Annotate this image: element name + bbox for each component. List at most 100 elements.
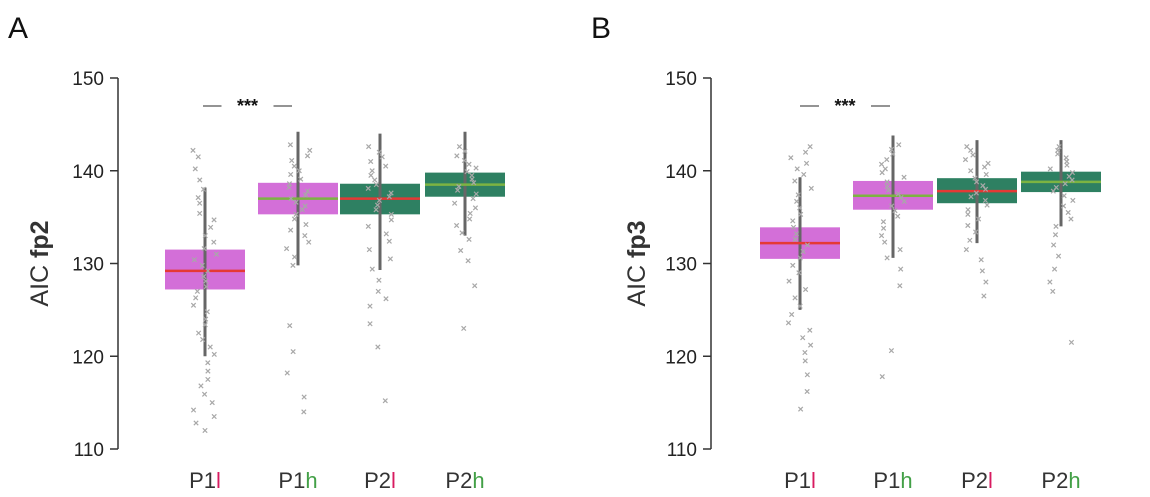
data-point xyxy=(191,257,198,263)
box-group-1 xyxy=(760,144,840,412)
data-point xyxy=(288,227,294,233)
data-point xyxy=(286,184,292,191)
data-point xyxy=(1047,279,1053,285)
data-point xyxy=(1068,216,1074,222)
data-point xyxy=(368,158,374,165)
significance-marker: *** xyxy=(203,96,292,116)
data-point xyxy=(207,344,213,350)
data-point xyxy=(388,190,394,196)
box-group-3 xyxy=(340,133,420,404)
data-point xyxy=(459,230,465,236)
data-point xyxy=(983,171,989,178)
box-group-4 xyxy=(425,131,505,332)
y-tick-label: 130 xyxy=(72,255,104,276)
data-point xyxy=(197,177,203,183)
data-point xyxy=(302,192,309,198)
data-point xyxy=(1062,181,1068,187)
data-point xyxy=(1056,144,1062,150)
data-point xyxy=(798,211,804,217)
data-point xyxy=(885,187,891,193)
data-point xyxy=(1065,209,1071,216)
y-axis-label-bold: fp3 xyxy=(623,220,651,258)
x-tick-label-suffix: h xyxy=(472,468,484,493)
y-tick-label: 150 xyxy=(665,69,697,90)
data-point xyxy=(461,325,467,332)
x-tick-label: P2l xyxy=(961,468,993,493)
data-point xyxy=(890,151,896,157)
data-point xyxy=(462,148,468,154)
data-point xyxy=(473,165,479,171)
data-point xyxy=(802,358,808,364)
data-point xyxy=(199,262,205,268)
data-point xyxy=(209,400,215,406)
data-point xyxy=(975,216,982,222)
data-point xyxy=(973,229,979,235)
data-point xyxy=(301,409,307,415)
data-point xyxy=(205,376,211,383)
data-point xyxy=(973,179,980,185)
box-group-3 xyxy=(937,140,1017,299)
data-point xyxy=(472,205,479,211)
data-point xyxy=(202,427,208,434)
y-axis-label-prefix: AIC xyxy=(623,258,651,307)
data-point xyxy=(884,183,890,190)
data-point xyxy=(888,146,895,153)
y-tick-label: 110 xyxy=(667,440,697,461)
data-point xyxy=(472,283,478,289)
data-point xyxy=(807,327,813,333)
data-point xyxy=(964,144,970,150)
data-point xyxy=(800,248,806,255)
data-point xyxy=(205,368,211,374)
significance-marker: *** xyxy=(800,96,890,116)
significance-label: *** xyxy=(237,96,258,116)
y-tick-label: 150 xyxy=(72,69,104,90)
data-point xyxy=(307,147,313,153)
data-point xyxy=(204,309,210,315)
data-point xyxy=(793,231,800,237)
data-point xyxy=(299,207,305,213)
x-tick-label: P1h xyxy=(873,468,912,493)
data-point xyxy=(466,236,472,243)
data-point xyxy=(284,370,290,376)
data-point xyxy=(200,336,206,343)
data-point xyxy=(372,177,378,183)
data-point xyxy=(383,163,389,169)
x-tick-label-prefix: P1 xyxy=(278,468,305,493)
data-point xyxy=(978,257,984,263)
data-point xyxy=(379,154,385,160)
data-point xyxy=(895,191,901,197)
data-point xyxy=(367,303,373,309)
data-point xyxy=(803,160,810,166)
data-point xyxy=(898,266,904,272)
data-point xyxy=(981,164,988,170)
panel-label: A xyxy=(8,12,28,45)
data-point xyxy=(302,203,308,209)
y-tick-label: 130 xyxy=(665,255,697,276)
data-point xyxy=(290,262,296,268)
data-point xyxy=(968,194,974,200)
data-point xyxy=(962,156,969,163)
data-point xyxy=(965,207,971,213)
data-point xyxy=(306,239,312,245)
data-point xyxy=(456,183,462,190)
data-point xyxy=(1055,253,1062,259)
data-point xyxy=(452,200,458,206)
data-point xyxy=(792,236,798,243)
data-point xyxy=(298,176,304,182)
x-tick-label: P2h xyxy=(445,468,484,493)
data-point xyxy=(374,202,381,208)
data-point xyxy=(896,142,902,148)
data-point xyxy=(211,413,217,420)
data-point xyxy=(792,178,798,184)
data-point xyxy=(369,168,375,174)
data-point xyxy=(797,303,803,309)
data-point xyxy=(983,279,989,285)
data-point xyxy=(970,152,976,158)
data-point xyxy=(879,169,885,176)
data-point xyxy=(1069,177,1075,183)
data-point xyxy=(878,233,885,239)
data-point xyxy=(293,211,299,217)
data-point xyxy=(288,195,294,202)
data-point xyxy=(965,211,971,217)
data-point xyxy=(205,360,211,366)
